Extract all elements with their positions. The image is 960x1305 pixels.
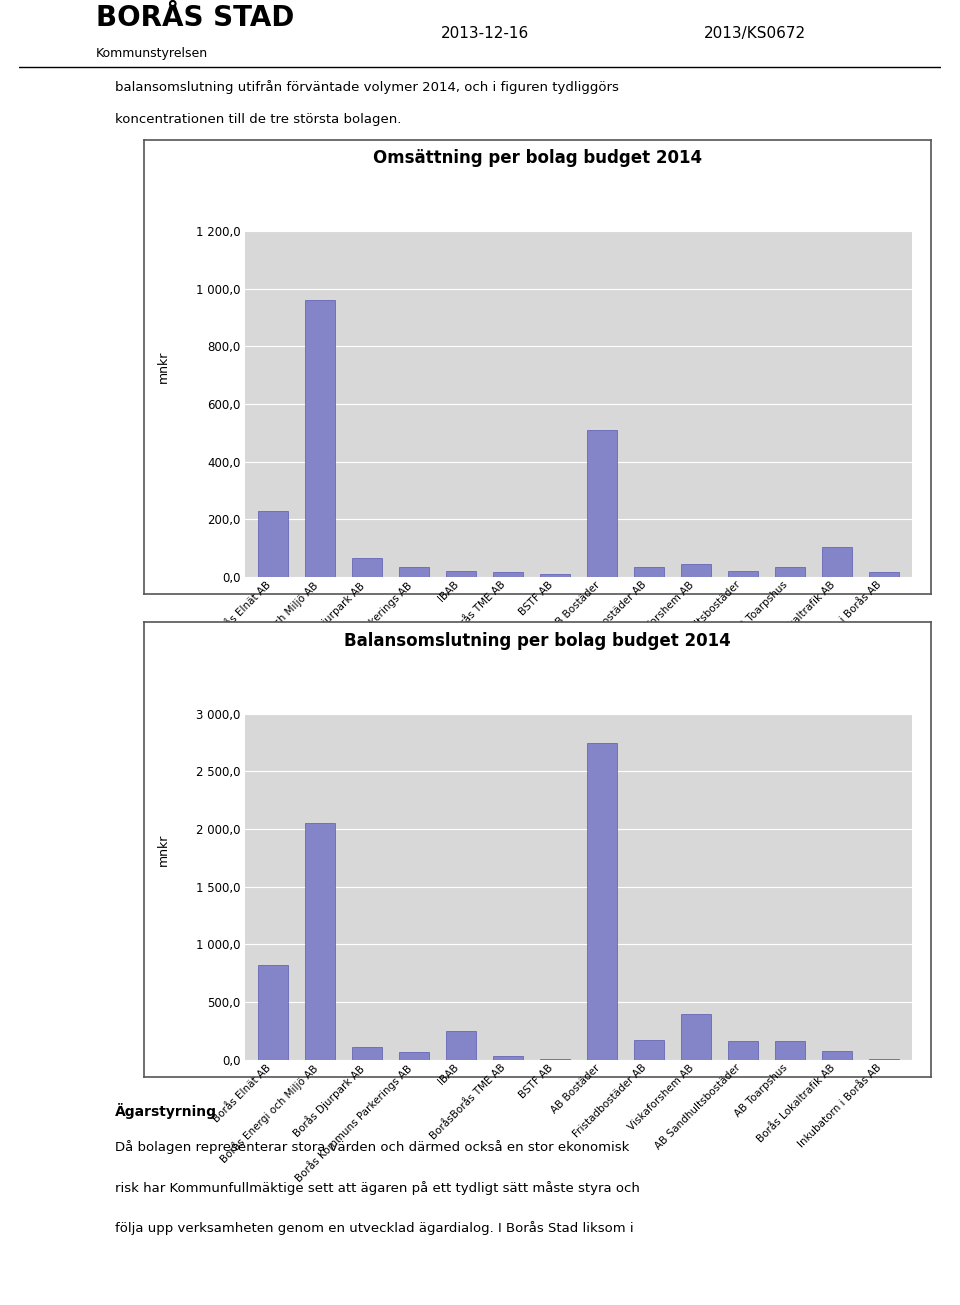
Bar: [775, 1040, 805, 1060]
Bar: [540, 574, 570, 577]
Bar: [492, 573, 523, 577]
Bar: [634, 1040, 664, 1060]
Text: mnkr: mnkr: [157, 351, 170, 382]
Bar: [728, 572, 758, 577]
Bar: [304, 823, 335, 1060]
Text: koncentrationen till de tre största bolagen.: koncentrationen till de tre största bola…: [115, 114, 401, 127]
Bar: [681, 564, 711, 577]
Text: mnkr: mnkr: [157, 834, 170, 865]
Bar: [681, 1014, 711, 1060]
Text: Omsättning per bolag budget 2014: Omsättning per bolag budget 2014: [373, 149, 702, 167]
Bar: [822, 547, 852, 577]
Text: Balansomslutning per bolag budget 2014: Balansomslutning per bolag budget 2014: [345, 632, 731, 650]
Bar: [257, 510, 288, 577]
Text: risk har Kommunfullmäktige sett att ägaren på ett tydligt sätt måste styra och: risk har Kommunfullmäktige sett att ägar…: [115, 1181, 640, 1194]
Bar: [775, 566, 805, 577]
Bar: [398, 566, 429, 577]
Bar: [445, 572, 476, 577]
Text: 2013/KS0672: 2013/KS0672: [704, 26, 806, 42]
Bar: [822, 1051, 852, 1060]
Bar: [634, 566, 664, 577]
Text: 2013-12-16: 2013-12-16: [441, 26, 529, 42]
Text: Ägarstyrning: Ägarstyrning: [115, 1103, 217, 1118]
Text: Kommunstyrelsen: Kommunstyrelsen: [96, 47, 208, 60]
Bar: [445, 1031, 476, 1060]
Bar: [492, 1056, 523, 1060]
Bar: [304, 300, 335, 577]
Text: BORÅS STAD: BORÅS STAD: [96, 4, 295, 33]
Bar: [398, 1052, 429, 1060]
Bar: [587, 429, 617, 577]
Text: balansomslutning utifrån förväntade volymer 2014, och i figuren tydliggörs: balansomslutning utifrån förväntade voly…: [115, 80, 619, 94]
Bar: [728, 1041, 758, 1060]
Text: följa upp verksamheten genom en utvecklad ägardialog. I Borås Stad liksom i: följa upp verksamheten genom en utveckla…: [115, 1220, 634, 1235]
Bar: [869, 573, 900, 577]
Bar: [587, 743, 617, 1060]
Bar: [351, 559, 382, 577]
Text: Då bolagen representerar stora värden och därmed också en stor ekonomisk: Då bolagen representerar stora värden oc…: [115, 1141, 630, 1155]
Bar: [351, 1047, 382, 1060]
Bar: [257, 966, 288, 1060]
